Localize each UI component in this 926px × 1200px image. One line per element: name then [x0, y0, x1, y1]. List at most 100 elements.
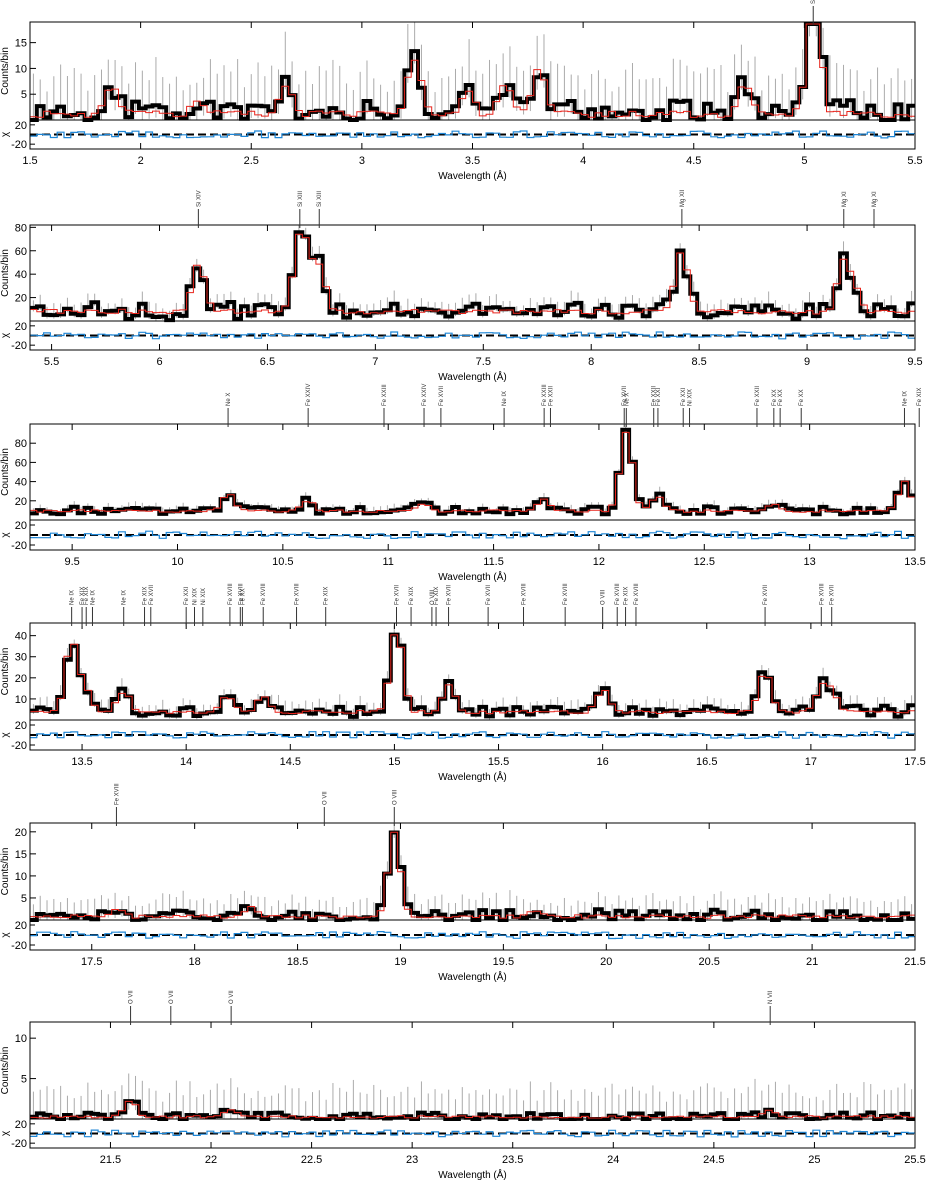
x-tick-label: 10.5	[272, 556, 293, 568]
x-tick-label: 23.5	[502, 1154, 523, 1166]
line-label: O VIII	[601, 589, 607, 605]
residual-series	[30, 931, 915, 940]
x-tick-label: 4	[580, 155, 586, 167]
line-label: Fe XXI	[656, 387, 662, 406]
y-tick-label: 40	[15, 631, 27, 643]
residual-axis-title: χ	[0, 932, 11, 938]
error-bars	[32, 823, 913, 920]
residual-axis-title: χ	[0, 732, 11, 738]
y-tick-label: 5	[21, 89, 27, 101]
x-tick-label: 17	[805, 756, 817, 768]
line-label: Ne X	[624, 393, 630, 406]
x-axis-title: Wavelength (Å)	[438, 169, 507, 182]
line-label: Ne IX	[122, 590, 128, 605]
line-label: Fe XVIII	[228, 583, 234, 605]
residual-frame	[29, 919, 916, 951]
x-tick-label: 19.5	[493, 956, 514, 968]
x-tick-label: 5	[801, 155, 807, 167]
res-tick-label: 20	[15, 120, 27, 132]
x-tick-label: 19	[394, 956, 406, 968]
x-tick-label: 12.5	[694, 556, 715, 568]
residual-series	[30, 331, 915, 340]
model-series	[30, 1100, 915, 1119]
line-label: Mg XII	[680, 189, 686, 207]
y-axis-title: Counts/bin	[0, 448, 11, 496]
error-bars	[32, 1073, 913, 1119]
x-tick-label: 10	[171, 556, 183, 568]
residual-series	[30, 130, 915, 139]
x-tick-label: 24	[607, 1154, 619, 1166]
residual-axis-title: χ	[0, 532, 11, 538]
residual-axis-title: χ	[0, 332, 11, 338]
x-tick-label: 3.5	[465, 155, 480, 167]
panel-4: 13.5 14 14.5 15 15.5 16 16.5 17 17.5 10 20 30 40 20 -2…	[0, 583, 926, 783]
res-tick-label: -20	[11, 340, 27, 352]
x-tick-label: 22	[205, 1154, 217, 1166]
x-tick-label: 3	[359, 155, 365, 167]
x-tick-label: 1.5	[22, 155, 37, 167]
x-tick-label: 6.5	[260, 356, 275, 368]
line-label: Fe XIX	[409, 587, 415, 605]
res-tick-label: 20	[15, 520, 27, 532]
x-axis-title: Wavelength (Å)	[438, 970, 507, 983]
y-tick-label: 60	[15, 457, 27, 469]
model-series	[30, 431, 915, 513]
model-series	[30, 831, 915, 919]
y-tick-label: 80	[15, 438, 27, 450]
line-label: Fe XVII	[439, 386, 445, 406]
line-label: O VIII	[430, 589, 436, 605]
line-label: O VIII	[392, 789, 398, 805]
line-label: Fe XXII	[548, 386, 554, 406]
model-series	[30, 233, 915, 315]
y-axis-title: Counts/bin	[0, 47, 11, 95]
x-tick-label: 25	[808, 1154, 820, 1166]
line-label: N VII	[768, 990, 774, 1004]
y-tick-label: 10	[15, 871, 27, 883]
line-label: Fe XVII	[447, 585, 453, 605]
x-tick-label: 14	[180, 756, 192, 768]
x-tick-label: 13	[804, 556, 816, 568]
residual-frame	[29, 1118, 916, 1149]
line-label: Ni XIX	[193, 588, 199, 605]
panel-5: 17.5 18 18.5 19 19.5 20 20.5 21 21.5 5 10 15 20 20 -20…	[0, 783, 926, 983]
panel-6: 21.5 22 22.5 23 23.5 24 24.5 25 25.5 5 10 20 -20 Wave…	[0, 990, 926, 1181]
residual-series	[30, 530, 915, 540]
x-tick-label: 18.5	[287, 956, 308, 968]
x-tick-label: 2	[138, 155, 144, 167]
line-label: Fe XIX	[917, 388, 923, 406]
x-tick-label: 14.5	[280, 756, 301, 768]
panel-2: 5.5 6 6.5 7 7.5 8 8.5 9 9.5 20 40 60 80 20 -20 Waveleng…	[0, 189, 923, 383]
y-tick-label: 20	[15, 827, 27, 839]
res-tick-label: -20	[11, 740, 27, 752]
line-label: Si XIV	[196, 190, 202, 207]
line-label: Fe XIX	[80, 587, 86, 605]
line-label: Ne X	[226, 393, 232, 406]
line-label: Ne IX	[502, 391, 508, 406]
res-tick-label: -20	[11, 940, 27, 952]
line-label: Fe XX	[240, 588, 246, 605]
x-axis-title: Wavelength (Å)	[438, 570, 507, 583]
y-axis-title: Counts/bin	[0, 249, 11, 297]
x-tick-label: 16.5	[696, 756, 717, 768]
x-tick-label: 12	[593, 556, 605, 568]
line-label: Fe XVII	[622, 386, 628, 406]
line-label: Fe XVIII	[634, 583, 640, 605]
line-label: Fe XVII	[486, 585, 492, 605]
line-label: Fe XXIV	[422, 384, 428, 406]
y-tick-label: 10	[15, 63, 27, 75]
line-label: Fe XX	[799, 389, 805, 406]
line-label: Fe XVII	[763, 585, 769, 605]
line-label: Ni XIX	[201, 588, 207, 605]
x-tick-label: 11	[383, 556, 394, 568]
res-tick-label: -20	[11, 139, 27, 151]
line-label: Fe XVIII	[819, 583, 825, 605]
line-label: Ni XIX	[688, 389, 694, 406]
line-label: Fe XVII	[149, 585, 155, 605]
line-label: Si XIII	[317, 191, 323, 207]
y-tick-label: 10	[15, 1033, 27, 1045]
panel-1: 1.5 2 2.5 3 3.5 4 4.5 5 5.5 5 10 15 20 -20 Wavelength …	[0, 0, 923, 182]
line-label: Fe XXI	[681, 387, 687, 406]
x-axis-title: Wavelength (Å)	[438, 370, 507, 383]
x-axis-title: Wavelength (Å)	[438, 770, 507, 783]
